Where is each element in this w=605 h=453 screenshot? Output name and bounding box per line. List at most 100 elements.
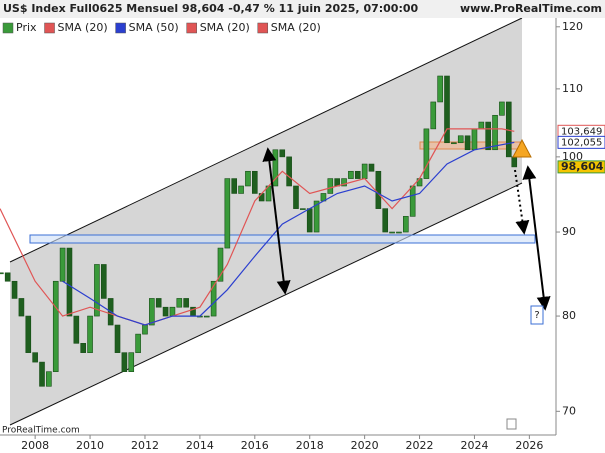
candle — [511, 156, 518, 168]
x-tick-label: 2012 — [131, 439, 159, 452]
candle — [313, 200, 320, 233]
candle — [306, 208, 313, 233]
channel-lower — [9, 182, 523, 426]
candle — [300, 208, 306, 210]
candle — [4, 272, 11, 282]
legend-label: SMA (20) — [58, 21, 108, 34]
candle — [478, 121, 485, 130]
candle — [210, 280, 217, 317]
candle — [11, 280, 18, 299]
candle — [423, 128, 430, 179]
last-value-label: 103,649 — [561, 126, 602, 137]
candle — [279, 149, 286, 158]
candle — [155, 298, 162, 308]
candle — [464, 135, 471, 151]
last-value-label: 102,055 — [561, 137, 602, 148]
candle — [245, 170, 251, 187]
legend-label: SMA (20) — [200, 21, 250, 34]
candle — [224, 178, 231, 249]
arrow — [522, 165, 551, 311]
candle — [32, 352, 38, 363]
candle — [66, 247, 73, 317]
candle — [231, 178, 238, 194]
candle — [80, 343, 86, 353]
x-tick-label: 2008 — [21, 439, 49, 452]
candle — [444, 75, 450, 144]
candle — [39, 361, 45, 387]
last-value-box — [557, 135, 605, 149]
x-tick-label: 2010 — [76, 439, 104, 452]
candle — [341, 178, 347, 187]
candle — [135, 333, 141, 353]
candle — [492, 114, 498, 151]
y-tick-label: 70 — [562, 404, 576, 417]
x-tick-label: 2016 — [241, 439, 269, 452]
question-box — [530, 305, 544, 325]
y-tick-label: 100 — [562, 150, 583, 163]
legend-swatch — [186, 22, 197, 34]
candle — [183, 298, 189, 308]
warning-icon — [512, 138, 532, 158]
candle — [176, 298, 183, 308]
candle — [203, 315, 210, 318]
legend-swatch — [44, 22, 55, 34]
support-zone — [29, 234, 536, 244]
candle — [73, 315, 80, 344]
candle — [471, 128, 478, 151]
candle — [485, 121, 491, 151]
candle — [162, 306, 169, 317]
candle — [142, 324, 148, 335]
candle — [403, 216, 409, 233]
source: www.ProRealTime.com — [460, 2, 602, 15]
candle — [100, 264, 107, 299]
x-tick-label: 2018 — [296, 439, 324, 452]
candle — [354, 170, 361, 179]
candle — [293, 185, 299, 209]
candle — [375, 170, 382, 209]
candle — [451, 142, 457, 145]
candle — [409, 185, 416, 217]
candle — [121, 352, 128, 372]
candle — [87, 315, 93, 353]
candle — [251, 170, 258, 194]
legend-label: SMA (20) — [271, 21, 321, 34]
y-tick-label: 110 — [562, 82, 583, 95]
candle — [128, 352, 135, 372]
candle — [59, 247, 66, 282]
candle — [217, 247, 224, 282]
x-tick-label: 2014 — [186, 439, 214, 452]
legend-swatch — [2, 22, 14, 34]
candle — [114, 324, 121, 353]
candle — [169, 306, 176, 317]
candle — [430, 101, 437, 130]
candle — [499, 101, 505, 116]
candle — [286, 156, 292, 187]
candle — [18, 298, 25, 317]
candle — [382, 208, 389, 233]
candle — [327, 178, 334, 194]
candle — [238, 185, 244, 194]
last-value-box — [557, 160, 605, 174]
chart-title: US$ Index Full0625 Mensuel 98,604 -0,47 … — [3, 2, 419, 15]
x-tick-label: 2022 — [406, 439, 434, 452]
candle — [46, 371, 52, 387]
candle — [457, 135, 464, 144]
candle — [361, 163, 368, 179]
y-tick-label: 90 — [562, 225, 576, 238]
y-tick-label: 80 — [562, 309, 576, 322]
x-tick-label: 2020 — [351, 439, 379, 452]
candle — [437, 75, 443, 103]
legend-label: Prix — [16, 21, 37, 34]
y-tick-label: 120 — [562, 20, 583, 33]
candle — [0, 272, 4, 275]
candle — [348, 170, 354, 179]
candle — [258, 193, 265, 202]
watermark: ProRealTime.com — [2, 426, 80, 436]
candle — [389, 231, 395, 234]
legend-swatch — [115, 22, 126, 34]
candle — [334, 178, 340, 187]
candle — [396, 231, 402, 234]
x-tick-label: 2024 — [460, 439, 488, 452]
candle — [94, 264, 100, 317]
